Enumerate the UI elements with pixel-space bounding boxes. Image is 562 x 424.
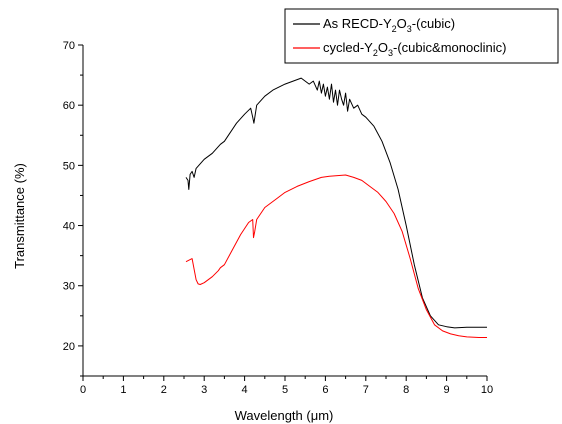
x-tick-label: 1 <box>120 384 126 396</box>
x-tick-label: 8 <box>403 384 409 396</box>
y-axis-label: Transmittance (%) <box>12 163 27 269</box>
legend-label-as-recd: As RECD-Y2O3-(cubic) <box>323 16 455 34</box>
x-tick-label: 4 <box>242 384 248 396</box>
x-tick-label: 0 <box>80 384 86 396</box>
x-tick-label: 6 <box>322 384 328 396</box>
x-tick-label: 10 <box>481 384 493 396</box>
x-tick-label: 3 <box>201 384 207 396</box>
x-tick-label: 2 <box>161 384 167 396</box>
x-axis-label: Wavelength (μm) <box>235 408 334 423</box>
x-axis: 0 1 2 3 4 5 6 7 8 9 10 <box>80 375 493 396</box>
plot-area <box>185 77 487 338</box>
x-tick-label: 9 <box>444 384 450 396</box>
x-tick-label: 5 <box>282 384 288 396</box>
legend-box <box>284 8 559 64</box>
legend: As RECD-Y2O3-(cubic) cycled-Y2O3-(cubic&… <box>284 8 559 64</box>
legend-label-cycled: cycled-Y2O3-(cubic&monoclinic) <box>323 40 506 58</box>
y-axis: 20 30 40 50 60 70 <box>63 40 84 377</box>
series-line-as-recd <box>185 77 487 329</box>
y-tick-label: 50 <box>63 160 75 172</box>
x-tick-label: 7 <box>363 384 369 396</box>
y-tick-label: 20 <box>63 341 75 353</box>
series-line-cycled <box>185 174 487 338</box>
y-tick-label: 60 <box>63 100 75 112</box>
y-tick-label: 30 <box>63 281 75 293</box>
y-tick-label: 40 <box>63 221 75 233</box>
y-tick-label: 70 <box>63 40 75 52</box>
